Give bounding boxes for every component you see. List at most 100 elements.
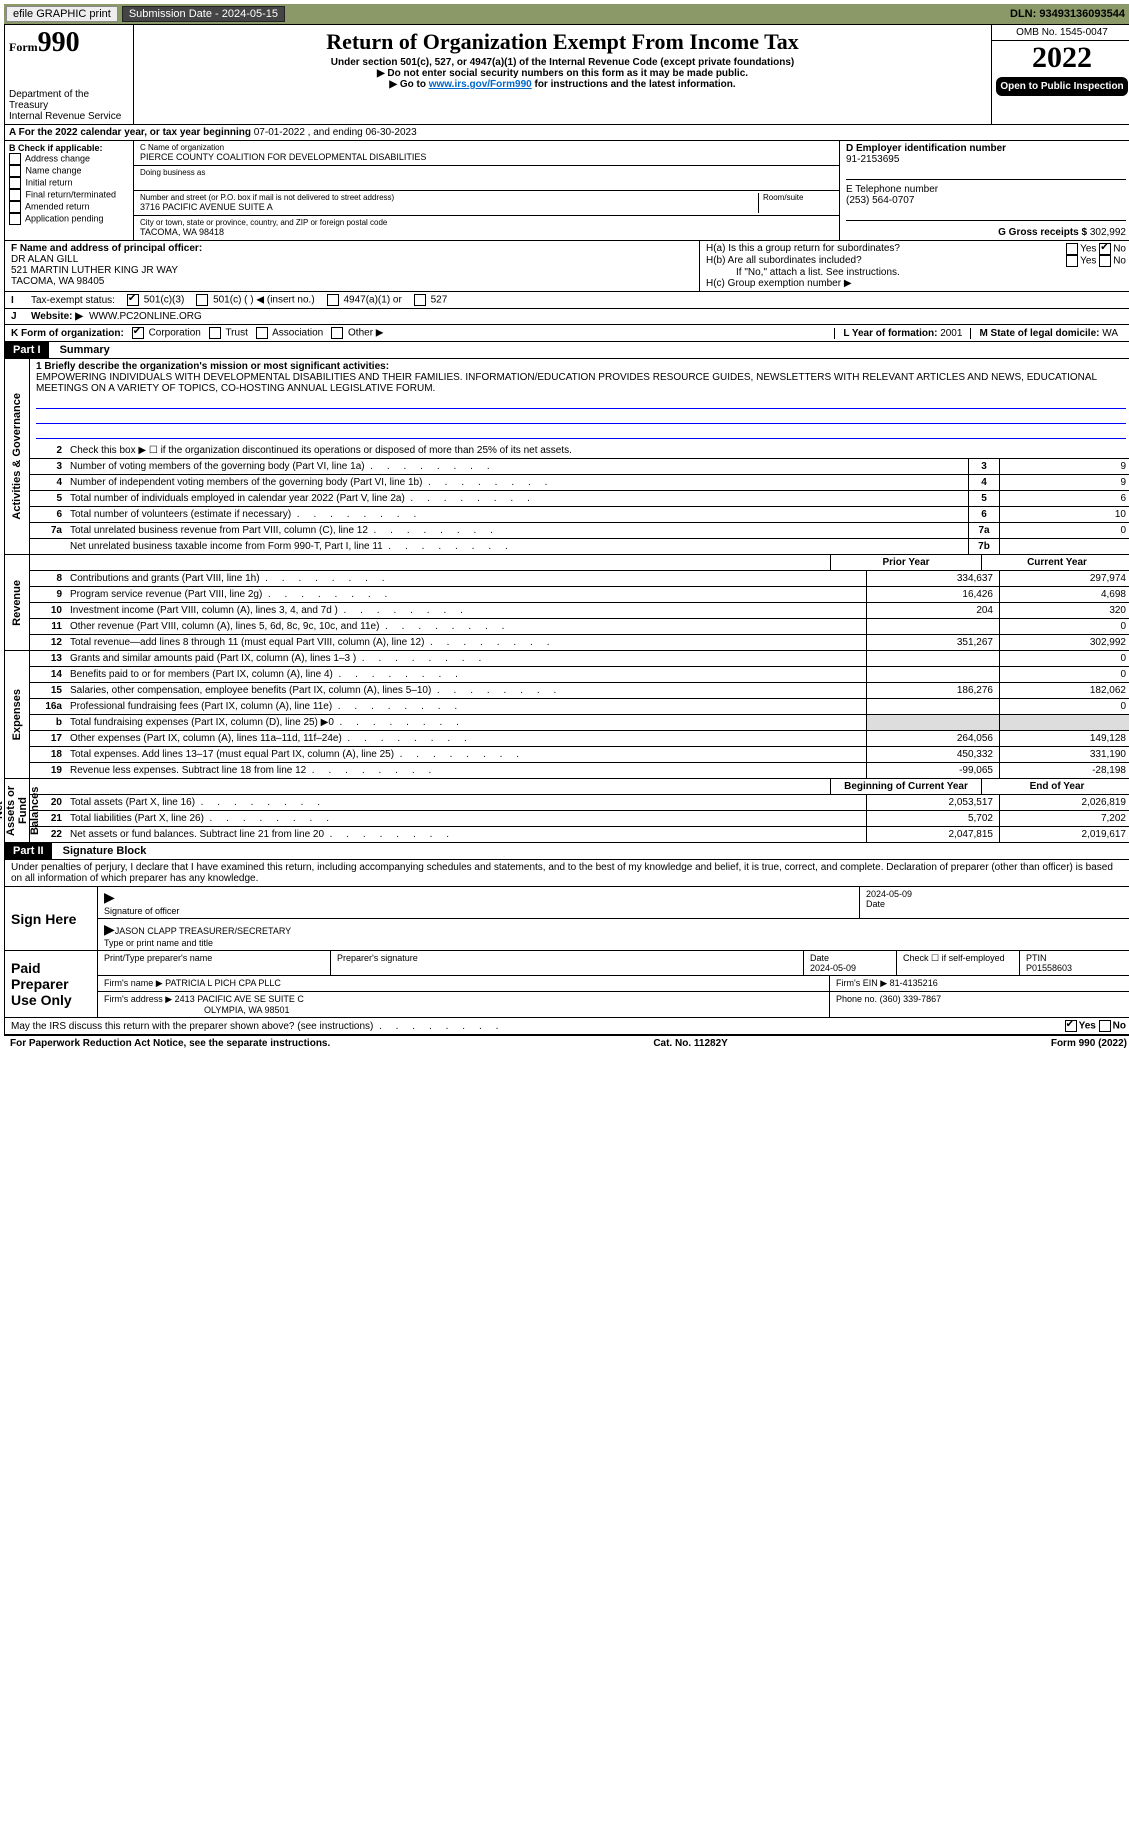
summary-line: Net unrelated business taxable income fr… [30, 539, 1129, 554]
part-2-badge: Part II [5, 843, 52, 859]
side-na-label: Net Assets or Fund Balances [0, 779, 43, 842]
tax-year: 2022 [992, 41, 1129, 75]
state-domicile: WA [1102, 328, 1118, 339]
opt-4947: 4947(a)(1) or [343, 295, 401, 306]
mission-text: EMPOWERING INDIVIDUALS WITH DEVELOPMENTA… [36, 372, 1097, 394]
opt-501c: 501(c) ( ) ◀ (insert no.) [213, 295, 315, 306]
opt-other: Other ▶ [348, 328, 383, 339]
prep-sig-label: Preparer's signature [331, 951, 804, 975]
no-label-2: No [1113, 256, 1126, 267]
box-b-checkbox[interactable] [9, 189, 21, 201]
summary-line: 6Total number of volunteers (estimate if… [30, 507, 1129, 523]
row-a-pre: A For the 2022 calendar year, or tax yea… [9, 127, 254, 138]
sig-officer-label: Signature of officer [104, 906, 179, 916]
corp-checkbox[interactable] [132, 327, 144, 339]
street-label: Number and street (or P.O. box if mail i… [140, 193, 758, 202]
discuss-yes-checkbox[interactable] [1065, 1020, 1077, 1032]
527-checkbox[interactable] [414, 294, 426, 306]
header-right: OMB No. 1545-0047 2022 Open to Public In… [992, 25, 1129, 124]
summary-line: 4Number of independent voting members of… [30, 475, 1129, 491]
gross-receipts-label: G Gross receipts $ [998, 227, 1087, 238]
summary-line: 22Net assets or fund balances. Subtract … [30, 827, 1129, 842]
summary-line: 12Total revenue—add lines 8 through 11 (… [30, 635, 1129, 650]
assoc-checkbox[interactable] [256, 327, 268, 339]
box-c: C Name of organization PIERCE COUNTY COA… [134, 141, 840, 240]
h-b-no-checkbox[interactable] [1099, 255, 1111, 267]
form-990: Form990 Department of the Treasury Inter… [4, 24, 1129, 1036]
irs-link[interactable]: www.irs.gov/Form990 [429, 79, 532, 90]
ein-value: 91-2153695 [846, 154, 899, 165]
summary-line: 8Contributions and grants (Part VIII, li… [30, 571, 1129, 587]
row-a-tax-year: A For the 2022 calendar year, or tax yea… [5, 125, 1129, 141]
501c-checkbox[interactable] [196, 294, 208, 306]
box-b-checkbox[interactable] [9, 177, 21, 189]
summary-line: 16aProfessional fundraising fees (Part I… [30, 699, 1129, 715]
discuss-no: No [1113, 1021, 1126, 1032]
dln-label: DLN: 93493136093544 [1010, 8, 1129, 20]
officer-label: F Name and address of principal officer: [11, 243, 202, 254]
summary-line: 3Number of voting members of the governi… [30, 459, 1129, 475]
firm-addr2: OLYMPIA, WA 98501 [204, 1005, 290, 1015]
underline-3 [36, 426, 1126, 439]
prep-phone: (360) 339-7867 [880, 994, 942, 1004]
phone-label: E Telephone number [846, 184, 938, 195]
dept-irs: Internal Revenue Service [9, 111, 129, 122]
box-f: F Name and address of principal officer:… [5, 241, 700, 291]
summary-line: 9Program service revenue (Part VIII, lin… [30, 587, 1129, 603]
year-begin: 07-01-2022 [254, 127, 305, 138]
summary-line: 17Other expenses (Part IX, column (A), l… [30, 731, 1129, 747]
summary-line: 5Total number of individuals employed in… [30, 491, 1129, 507]
cat-no: Cat. No. 11282Y [653, 1038, 727, 1049]
line-2-text: Check this box ▶ ☐ if the organization d… [66, 443, 1129, 458]
box-i: I Tax-exempt status: 501(c)(3) 501(c) ( … [5, 292, 1129, 309]
yes-label: Yes [1080, 244, 1096, 255]
paid-preparer-label: Paid Preparer Use Only [5, 951, 97, 1017]
sign-here-label: Sign Here [5, 887, 97, 950]
underline-1 [36, 396, 1126, 409]
501c3-checkbox[interactable] [127, 294, 139, 306]
ptin-value: P01558603 [1026, 963, 1072, 973]
open-inspection-badge: Open to Public Inspection [996, 77, 1128, 96]
website-value: WWW.PC2ONLINE.ORG [89, 311, 202, 322]
discuss-label: May the IRS discuss this return with the… [11, 1021, 498, 1032]
yes-label-2: Yes [1080, 256, 1096, 267]
prior-year-hdr: Prior Year [830, 555, 981, 570]
activities-governance-block: Activities & Governance 1 Briefly descri… [5, 359, 1129, 555]
form-number: 990 [38, 27, 80, 58]
h-a-yes-checkbox[interactable] [1066, 243, 1078, 255]
opt-trust: Trust [225, 328, 247, 339]
room-label: Room/suite [763, 193, 833, 202]
opt-assoc: Association [272, 328, 323, 339]
firm-ein-label: Firm's EIN ▶ [836, 978, 887, 988]
phone-value: (253) 564-0707 [846, 195, 914, 206]
4947-checkbox[interactable] [327, 294, 339, 306]
org-name: PIERCE COUNTY COALITION FOR DEVELOPMENTA… [140, 152, 833, 162]
box-b-label: B Check if applicable: [9, 143, 103, 153]
row-k-l-m: K Form of organization: Corporation Trus… [5, 325, 1129, 342]
box-b-checkbox[interactable] [9, 153, 21, 165]
date-label: Date [866, 899, 885, 909]
trust-checkbox[interactable] [209, 327, 221, 339]
box-b-checkbox[interactable] [9, 201, 21, 213]
h-a-no-checkbox[interactable] [1099, 243, 1111, 255]
summary-line: 18Total expenses. Add lines 13–17 (must … [30, 747, 1129, 763]
h-b-yes-checkbox[interactable] [1066, 255, 1078, 267]
j-label: J [11, 311, 31, 322]
m-label: M State of legal domicile: [979, 328, 1099, 339]
submission-date-button[interactable]: Submission Date - 2024-05-15 [122, 6, 285, 22]
city-value: TACOMA, WA 98418 [140, 227, 833, 237]
sig-date: 2024-05-09 [866, 889, 912, 899]
prep-name-label: Print/Type preparer's name [98, 951, 331, 975]
other-checkbox[interactable] [331, 327, 343, 339]
expenses-block: Expenses 13Grants and similar amounts pa… [5, 651, 1129, 779]
form-prefix: Form [9, 40, 38, 54]
prep-date: 2024-05-09 [810, 963, 856, 973]
header-title-block: Return of Organization Exempt From Incom… [134, 25, 992, 124]
box-b-item: Address change [9, 153, 129, 165]
box-b-checkbox[interactable] [9, 213, 21, 225]
box-b-checkbox[interactable] [9, 165, 21, 177]
summary-line: 10Investment income (Part VIII, column (… [30, 603, 1129, 619]
discuss-no-checkbox[interactable] [1099, 1020, 1111, 1032]
perjury-declaration: Under penalties of perjury, I declare th… [5, 860, 1129, 887]
form-header: Form990 Department of the Treasury Inter… [5, 25, 1129, 125]
